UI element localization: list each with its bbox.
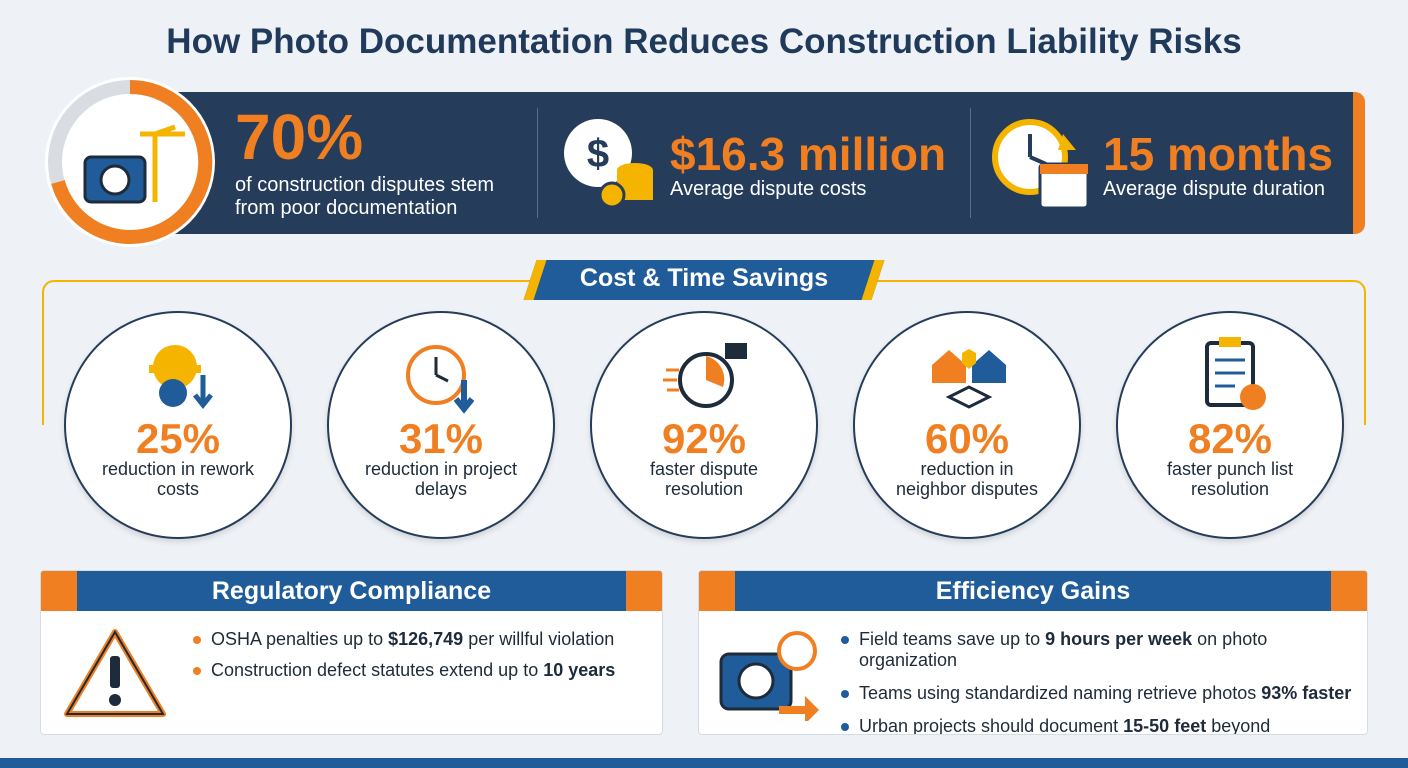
bullet: Teams using standardized naming retrieve… [837,683,1357,704]
savings-circle: 25% reduction in rework costs [64,311,292,539]
bullet-text: Field teams save up to [859,629,1046,649]
savings-label: reduction in rework costs [101,459,255,499]
bullet-text: 10 years [543,660,616,680]
savings-circle: 82% faster punch list resolution [1116,311,1344,539]
savings-label: faster dispute resolution [649,459,759,499]
savings-value: 60% [924,415,1010,462]
savings-label: reduction in neighbor disputes [895,459,1039,499]
bullet: Construction defect statutes extend up t… [189,660,639,681]
savings-icon [149,345,213,410]
bullet-list: OSHA penalties up to $126,749 per willfu… [189,629,639,691]
savings-icon [406,345,475,414]
savings-value: 25% [135,415,221,462]
camera-icon [719,631,819,721]
bullet-text: per willful violation [463,629,615,649]
bullet: OSHA penalties up to $126,749 per willfu… [189,629,639,650]
efficiency-panel: Efficiency Gains Field teams save up to … [698,570,1368,735]
savings-value: 92% [661,415,747,462]
regulatory-panel: Regulatory Compliance OSHA penalties up … [40,570,663,735]
panel-title: Efficiency Gains [699,571,1367,611]
footer-bar [0,758,1408,768]
savings-circle: 92% faster dispute resolution [590,311,818,539]
bullet-text: 93% faster [1261,683,1352,703]
bullet-text: beyond boundaries [1211,716,1271,735]
bullet-text: 9 hours per week [1045,629,1193,649]
bullet-text: Urban projects should document [859,716,1124,735]
bullet-text: Teams using standardized naming retrieve… [859,683,1262,703]
savings-icon [1205,337,1266,410]
stat-value: $16.3 million [670,128,947,180]
bullet: Urban projects should document 15-50 fee… [837,716,1357,735]
stat-label: of construction disputes stem from poor … [235,174,495,219]
bullet-text: $126,749 [388,629,464,649]
savings-label: reduction in project delays [364,459,518,499]
title: How Photo Documentation Reduces Construc… [166,22,1242,61]
bullet-text: 15-50 feet [1123,716,1207,735]
divider [970,108,971,218]
stat-value: 70% [235,101,364,173]
stat-label: Average dispute costs [670,178,867,200]
clock-icon [992,119,1090,210]
savings-label: faster punch list resolution [1166,459,1294,499]
savings-title: Cost & Time Savings [579,264,829,292]
savings-circle: 60% reduction in neighbor disputes [853,311,1081,539]
stat-label: Average dispute duration [1103,178,1326,200]
savings-icon [663,343,747,408]
savings-icon [932,349,1006,409]
panel-title: Regulatory Compliance [41,571,662,611]
bullet-text: on photo organization [859,629,1268,670]
bullet-list: Field teams save up to 9 hours per week … [837,629,1357,735]
savings-value: 31% [398,415,484,462]
stats-banner [120,92,1365,234]
money-icon: $ [564,119,653,209]
bullet-text: Construction defect statutes extend up t… [211,660,544,680]
bullet: Field teams save up to 9 hours per week … [837,629,1357,671]
ring-icon [45,77,215,247]
bullet-text: OSHA penalties up to [211,629,389,649]
savings-circle: 31% reduction in project delays [327,311,555,539]
divider [537,108,538,218]
svg-text:$: $ [587,132,609,176]
warning-icon [64,629,166,717]
savings-value: 82% [1187,415,1273,462]
stat-value: 15 months [1103,128,1334,180]
